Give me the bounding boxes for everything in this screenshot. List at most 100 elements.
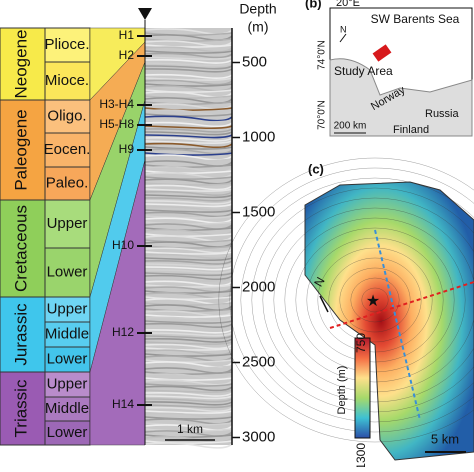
reflector <box>144 79 233 86</box>
epoch-box <box>44 27 91 63</box>
reflector <box>144 389 233 393</box>
horizon-label: H3-H4 <box>99 97 134 111</box>
reflector <box>144 310 233 317</box>
horizon-label: H14 <box>112 397 134 411</box>
reflector <box>144 440 233 444</box>
reflector <box>144 152 233 156</box>
reflector <box>144 109 233 116</box>
reflector <box>144 343 233 350</box>
contour <box>273 207 474 393</box>
reflector <box>144 401 233 406</box>
reflector <box>144 52 233 59</box>
reflector <box>144 260 233 265</box>
period-label: Cretaceous <box>11 205 30 292</box>
contour <box>284 217 466 383</box>
reflector <box>144 140 233 145</box>
reflector <box>144 284 233 288</box>
reflector <box>144 205 233 211</box>
reflector <box>144 253 233 260</box>
map-text: Russia <box>425 108 460 120</box>
reflector <box>144 203 233 208</box>
contour <box>240 177 474 423</box>
reflector <box>144 373 233 380</box>
reflector <box>144 395 233 400</box>
reflector <box>144 73 233 80</box>
map-text: 74°0'N <box>317 40 328 70</box>
reflector <box>144 190 233 196</box>
reflector <box>144 266 233 271</box>
reflector <box>144 286 233 293</box>
epoch-label: Upper <box>47 215 88 232</box>
epoch-label: Middle <box>45 325 89 342</box>
axis-unit: (m) <box>248 19 269 35</box>
period-label: Neogene <box>11 29 30 98</box>
contour <box>251 187 474 413</box>
contour <box>317 247 433 353</box>
horizon-label: H5-H8 <box>99 117 134 131</box>
period-box <box>0 371 46 446</box>
reflector <box>144 44 233 48</box>
reflector <box>144 131 233 136</box>
reflector <box>144 197 233 202</box>
reflector <box>144 146 233 150</box>
reflector <box>144 142 233 149</box>
reflector <box>144 50 233 54</box>
contour <box>350 277 400 323</box>
reflector <box>144 353 233 357</box>
reflector <box>144 404 233 409</box>
reflector <box>144 335 233 340</box>
tick-label: 2000 <box>242 278 275 295</box>
map-text: 5 km <box>431 431 459 446</box>
epoch-label: Upper <box>47 300 88 317</box>
reflector <box>144 65 233 70</box>
reflector <box>144 247 233 254</box>
north-arrow <box>339 33 347 43</box>
horizon-label: H9 <box>119 142 135 156</box>
reflector <box>144 338 233 343</box>
contour <box>229 167 474 433</box>
well-marker <box>138 8 152 20</box>
reflector <box>144 200 233 205</box>
reflector <box>144 308 233 312</box>
epoch-label: Lower <box>47 350 88 367</box>
period-box <box>0 296 46 373</box>
reflector <box>144 278 233 282</box>
reflector <box>144 211 233 218</box>
reflector <box>144 62 233 67</box>
epoch-box <box>44 346 91 373</box>
reflector <box>144 215 233 219</box>
map-text: 70°0'N <box>317 100 328 130</box>
reflector <box>144 178 233 185</box>
reflector <box>144 322 233 329</box>
map-text: Finland <box>393 124 429 136</box>
study-area-box <box>372 44 392 62</box>
reflector <box>144 46 233 53</box>
reflector <box>144 241 233 248</box>
reflector <box>144 314 233 318</box>
reflector <box>144 113 233 117</box>
land <box>329 58 473 137</box>
epoch-box <box>44 321 91 348</box>
contour <box>306 237 444 363</box>
reflector <box>144 406 233 413</box>
reflector <box>144 410 233 414</box>
reflector <box>144 40 233 47</box>
reflector <box>144 347 233 351</box>
colorbar-title: Depth (m) <box>336 366 348 415</box>
panel-label: (c) <box>308 161 324 176</box>
reflector <box>144 326 233 331</box>
reflector <box>144 398 233 403</box>
reflector <box>144 128 233 133</box>
epoch-label: Lower <box>47 424 88 441</box>
well-star: ★ <box>366 293 380 310</box>
reflector <box>144 329 233 334</box>
reflector <box>144 320 233 324</box>
depth-map <box>304 181 474 461</box>
reflector <box>144 209 233 213</box>
reflector <box>144 58 233 64</box>
panel-label: (b) <box>305 0 322 10</box>
period-label: Triassic <box>11 379 30 437</box>
profile-line <box>374 229 421 421</box>
contour <box>361 287 389 313</box>
